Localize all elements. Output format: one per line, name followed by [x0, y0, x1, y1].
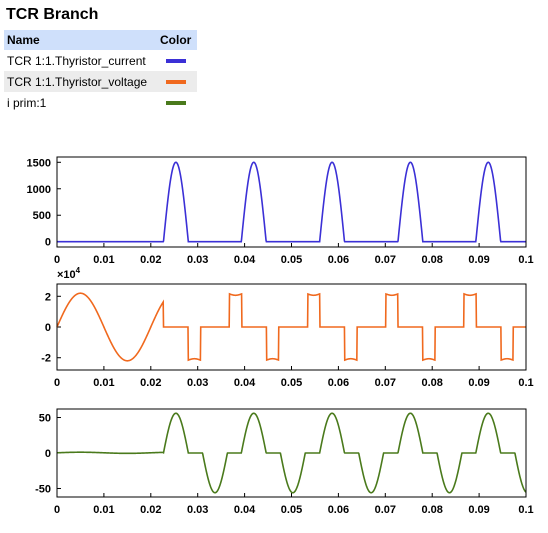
y-tick-label: 0 [45, 237, 51, 249]
x-tick-label: 0.06 [328, 377, 349, 389]
x-tick-label: 0.01 [93, 254, 114, 266]
x-tick-label: 0.03 [187, 254, 208, 266]
legend-swatch [166, 80, 186, 85]
y-tick-label: 0 [45, 448, 51, 460]
x-tick-label: 0.02 [140, 504, 161, 516]
plot-frame [56, 156, 527, 248]
y-tick-label: 50 [39, 413, 51, 425]
x-tick-label: 0.08 [421, 377, 442, 389]
x-tick-label: 0 [54, 254, 60, 266]
x-tick-label: 0.02 [140, 377, 161, 389]
x-tick-label: 0.03 [187, 377, 208, 389]
legend-header-color: Color [157, 30, 197, 50]
legend-name: i prim:1 [7, 95, 47, 110]
series-line [56, 292, 526, 362]
y-tick-label: 1000 [27, 184, 51, 196]
x-tick-label: 0.09 [468, 504, 489, 516]
x-tick-label: 0.08 [421, 504, 442, 516]
x-tick-label: 0 [54, 504, 60, 516]
plot-frame [56, 408, 527, 498]
x-tick-label: 0 [54, 377, 60, 389]
x-tick-label: 0.04 [234, 254, 256, 266]
y-tick-label: 500 [33, 210, 51, 222]
y-tick-label: 0 [45, 322, 51, 334]
y-tick-label: -50 [35, 483, 51, 495]
series-line [57, 161, 526, 243]
legend-name: TCR 1:1.Thyristor_current [7, 53, 146, 68]
y-tick-label: -2 [41, 353, 51, 365]
x-tick-label: 0.09 [468, 377, 489, 389]
legend-header-row: Name Color [4, 30, 197, 50]
series-line [56, 412, 527, 494]
plot-frame [56, 283, 527, 371]
x-tick-label: 0.06 [328, 254, 349, 266]
legend-row[interactable]: i prim:1 [4, 92, 197, 113]
legend-name: TCR 1:1.Thyristor_voltage [4, 71, 157, 92]
x-tick-label: 0.03 [187, 504, 208, 516]
x-tick-label: 0.09 [468, 254, 489, 266]
x-tick-label: 0.05 [281, 377, 302, 389]
legend-row[interactable]: TCR 1:1.Thyristor_voltage [4, 71, 197, 92]
x-tick-label: 0.01 [93, 504, 114, 516]
x-tick-label: 0.05 [281, 254, 302, 266]
x-tick-label: 0.04 [234, 377, 256, 389]
x-tick-label: 0.01 [93, 377, 114, 389]
y-exponent-label: ×104 [57, 266, 81, 281]
x-tick-label: 0.06 [328, 504, 349, 516]
x-tick-label: 0.04 [234, 504, 256, 516]
legend-table: Name Color TCR 1:1.Thyristor_current TCR… [4, 30, 197, 113]
x-tick-label: 0.1 [518, 377, 533, 389]
x-tick-label: 0.05 [281, 504, 302, 516]
x-tick-label: 0.08 [421, 254, 442, 266]
legend-row[interactable]: TCR 1:1.Thyristor_current [4, 50, 197, 71]
y-tick-label: 1500 [27, 157, 51, 169]
x-tick-label: 0.07 [375, 504, 396, 516]
panel-title: TCR Branch [6, 6, 99, 23]
legend-swatch [166, 101, 186, 106]
x-tick-label: 0.1 [518, 254, 533, 266]
x-tick-label: 0.02 [140, 254, 161, 266]
x-tick-label: 0.07 [375, 377, 396, 389]
x-tick-label: 0.07 [375, 254, 396, 266]
legend-header-name: Name [4, 30, 157, 50]
y-tick-label: 2 [45, 291, 51, 303]
legend-swatch [166, 59, 186, 64]
x-tick-label: 0.1 [518, 504, 533, 516]
